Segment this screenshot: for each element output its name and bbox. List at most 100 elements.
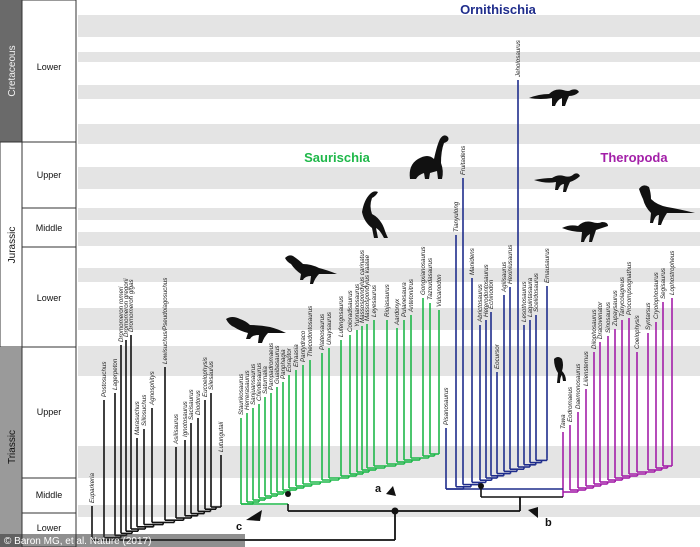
- taxon-label: Manidens: [469, 248, 476, 275]
- node-dot: [478, 483, 484, 489]
- taxon-label: Efraasia: [293, 344, 300, 367]
- taxon-labels: Euparkeria Postosuchus Lagerpeton Dromomero…: [89, 40, 676, 503]
- taxon-label: Panphagia: [280, 349, 287, 379]
- taxon-label: Pantydraco: [300, 330, 307, 362]
- node-label-b: b: [545, 517, 552, 529]
- node-label-c: c: [236, 521, 242, 533]
- coelophysoid-silhouette-icon: [562, 221, 608, 242]
- small-theropod-silhouette-icon: [534, 173, 580, 192]
- node-label-a: a: [375, 483, 382, 495]
- taxon-label: Daemonosaurus: [575, 364, 582, 409]
- time-band: [78, 208, 700, 220]
- taxon-label: Sacisaurus: [188, 389, 195, 420]
- epoch-label: Lower: [37, 293, 62, 303]
- herrerasaur-silhouette-icon: [226, 317, 286, 343]
- taxon-label: Asilisaurus: [173, 414, 180, 445]
- taxon-label: Eocursor: [494, 343, 501, 369]
- period-label-triassic: Triassic: [7, 430, 18, 464]
- time-band: [78, 268, 700, 282]
- clade-title-saurischia: Saurischia: [304, 150, 371, 165]
- node-arrow-c: [246, 510, 262, 521]
- taxon-label: Massospondylus kaalae: [364, 254, 371, 321]
- taxon-label: Eoraptor: [286, 347, 293, 372]
- taxon-label: Sanjuansaurus: [250, 364, 257, 405]
- taxon-label: Emausaurus: [544, 248, 551, 283]
- ornithopod-silhouette-icon: [529, 89, 579, 106]
- node-dot: [391, 507, 399, 515]
- node-dot: [285, 491, 291, 497]
- taxon-label: Dromomeron romeri: [118, 286, 125, 342]
- node-arrow-b: [528, 507, 538, 518]
- taxon-label: Coloradisaurus: [347, 290, 354, 332]
- taxon-label: Heterodontosaurus: [483, 264, 490, 317]
- taxon-label: Plateosaurus: [319, 314, 326, 350]
- taxon-label: Fruitadens: [460, 146, 467, 175]
- epoch-label: Lower: [37, 62, 62, 72]
- taxon-label: Lophostropheus: [669, 251, 676, 295]
- epoch-label: Middle: [36, 223, 63, 233]
- clade-title-ornithischia: Ornithischia: [460, 2, 537, 17]
- time-band: [78, 124, 700, 144]
- taxon-label: Tazoudasaurus: [427, 258, 434, 300]
- taxon-label: Yunnanosaurus: [354, 284, 361, 327]
- period-label-cretaceous: Cretaceous: [7, 45, 18, 96]
- epoch-column: [21, 0, 77, 547]
- epoch-label: Upper: [37, 170, 62, 180]
- taxon-label: Tawa: [560, 414, 567, 429]
- time-bands: [78, 15, 700, 517]
- clade-title-theropoda: Theropoda: [600, 150, 668, 165]
- taxon-label: Dromomeron gigas: [128, 279, 135, 332]
- taxon-label: Dromomeron gregorii: [123, 278, 130, 337]
- time-band: [78, 232, 700, 246]
- theropod-silhouette-icon: [285, 255, 337, 284]
- taxon-label: Antetonitrus: [408, 279, 415, 313]
- taxon-label: Lagerpeton: [112, 358, 119, 390]
- credit-backdrop: [0, 534, 245, 547]
- timescale: Cretaceous Jurassic Triassic Lower Upper…: [0, 0, 77, 547]
- taxon-label: Lesothosaurus: [521, 281, 528, 322]
- time-band: [78, 52, 700, 62]
- dilophosaur-silhouette-icon: [639, 185, 695, 225]
- period-box-triassic: [0, 347, 22, 547]
- period-box-cretaceous: [0, 0, 22, 142]
- taxon-label: Aardonyx: [394, 298, 401, 326]
- taxon-label: Zupaysaurus: [612, 290, 619, 327]
- taxon-label: Lutungutali: [218, 421, 225, 452]
- early-dinosaur-silhouette-icon: [554, 357, 566, 383]
- taxon-label: Coelophysis: [634, 315, 641, 349]
- taxon-label: Tianyulong: [453, 201, 460, 232]
- taxon-label: Syntarsus: [645, 302, 652, 330]
- taxon-label: Lufengosaurus: [338, 296, 345, 337]
- taxon-label: Staurikosaurus: [238, 374, 245, 415]
- epoch-label: Middle: [36, 490, 63, 500]
- taxon-label: Segisaurus: [660, 268, 667, 299]
- taxon-label: Unaysaurus: [326, 312, 333, 345]
- taxon-label: Dilophosaurus: [591, 309, 598, 349]
- time-band: [78, 446, 700, 478]
- image-credit: © Baron MG, et al. Nature (2017): [4, 536, 151, 547]
- taxon-label: Gongxianosaurus: [420, 247, 427, 296]
- taxon-label: Dracovenator: [597, 301, 604, 339]
- taxon-label: Jeholosaurus: [515, 40, 522, 78]
- taxon-label: Agnosphitys: [149, 371, 156, 406]
- taxon-label: Hexinlusaurus: [507, 245, 514, 284]
- taxon-label: Pampadromaeus: [268, 343, 275, 390]
- epoch-label: Lower: [37, 523, 62, 533]
- taxon-label: Herrerasaurus: [244, 370, 251, 410]
- node-arrow-a: [386, 486, 396, 496]
- taxon-label: Leyesaurus: [371, 285, 378, 317]
- time-band: [78, 346, 700, 376]
- taxon-label: Riojasaurus: [384, 284, 391, 317]
- taxon-label: Marasuchus: [134, 401, 141, 435]
- taxon-label: Vulcanodon: [436, 274, 443, 307]
- taxon-label: Massospondylus carinatus: [359, 250, 366, 323]
- taxon-label: Ignotosaurus: [182, 401, 189, 437]
- period-label-jurassic: Jurassic: [7, 227, 18, 264]
- taxon-label: Silesaurus: [208, 361, 215, 390]
- time-band: [78, 85, 700, 99]
- taxon-label: Chindesaurus: [256, 363, 263, 401]
- taxon-label: Sillosuchus: [141, 395, 148, 426]
- taxon-label: Pisanosaurus: [443, 388, 450, 426]
- taxon-label: Postosuchus: [101, 362, 108, 397]
- taxon-label: Echinodon: [488, 279, 495, 309]
